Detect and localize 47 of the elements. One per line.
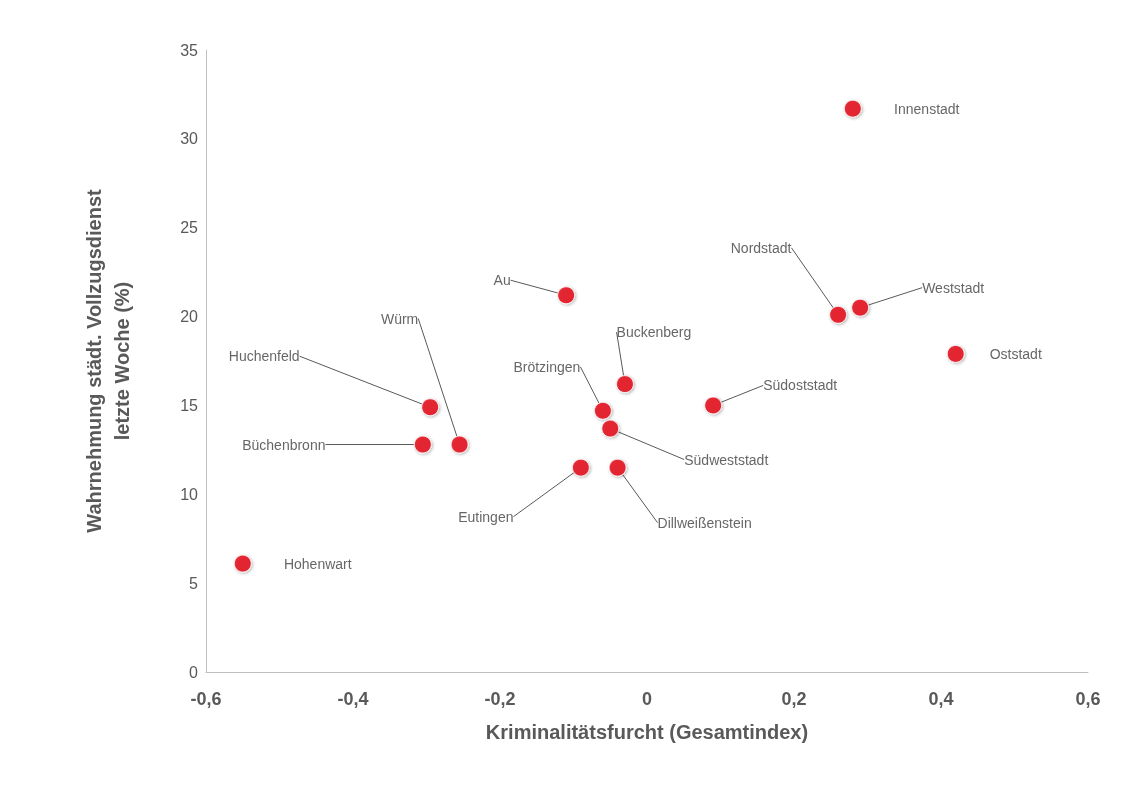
y-tick-label: 25 [180,219,199,237]
annotation: Buckenberg [616,324,692,341]
x-tick-label: -0,6 [190,689,222,709]
point [571,458,590,477]
point [233,554,252,573]
x-tick-label: 0,6 [1075,689,1101,709]
point [557,286,576,305]
y-tick-label: 35 [180,41,199,59]
y-tick-label: 20 [180,308,199,326]
y-tick-label: 30 [180,130,199,148]
annotation: Oststadt [989,345,1042,362]
x-tick-label: -0,4 [337,689,369,709]
point [615,375,634,394]
annotation: Dillweißenstein [657,514,752,531]
point [843,99,862,118]
point [829,305,848,324]
annotation: Südoststadt [763,377,838,394]
annotation: Eutingen [458,508,514,525]
y-axis-title: Wahrnehmung städt. Vollzugsdienst letzte Woche (%) [83,188,133,533]
annotation: Südweststadt [684,451,769,468]
point [704,396,723,415]
annotation: Würm [380,310,419,327]
point [593,401,612,420]
x-tick-label: -0,2 [484,689,516,709]
y-tick-label: 15 [180,396,199,414]
y-tick-label: 5 [189,574,199,592]
annotation: Huchenfeld [228,348,300,365]
x-tick-label: 0,4 [928,689,954,709]
point [601,419,620,438]
x-axis-title: Kriminalitätsfurcht (Gesamtindex) [485,721,809,743]
point [851,298,870,317]
point [450,435,469,454]
annotation: Au [493,272,511,289]
x-tick-label: 0,2 [781,689,807,709]
x-tick-label: 0 [641,689,653,709]
point [413,435,432,454]
point [608,458,627,477]
annotation: Nordstadt [730,239,792,256]
y-tick-label: 0 [189,663,199,681]
y-tick-label: 10 [180,485,199,503]
annotation: Brötzingen [513,358,581,375]
point [421,398,440,417]
annotation: Hohenwart [283,555,352,572]
annotation: Weststadt [922,279,985,296]
annotation: Büchenbronn [242,436,326,453]
annotation: Innenstadt [894,100,960,117]
point [946,344,965,363]
